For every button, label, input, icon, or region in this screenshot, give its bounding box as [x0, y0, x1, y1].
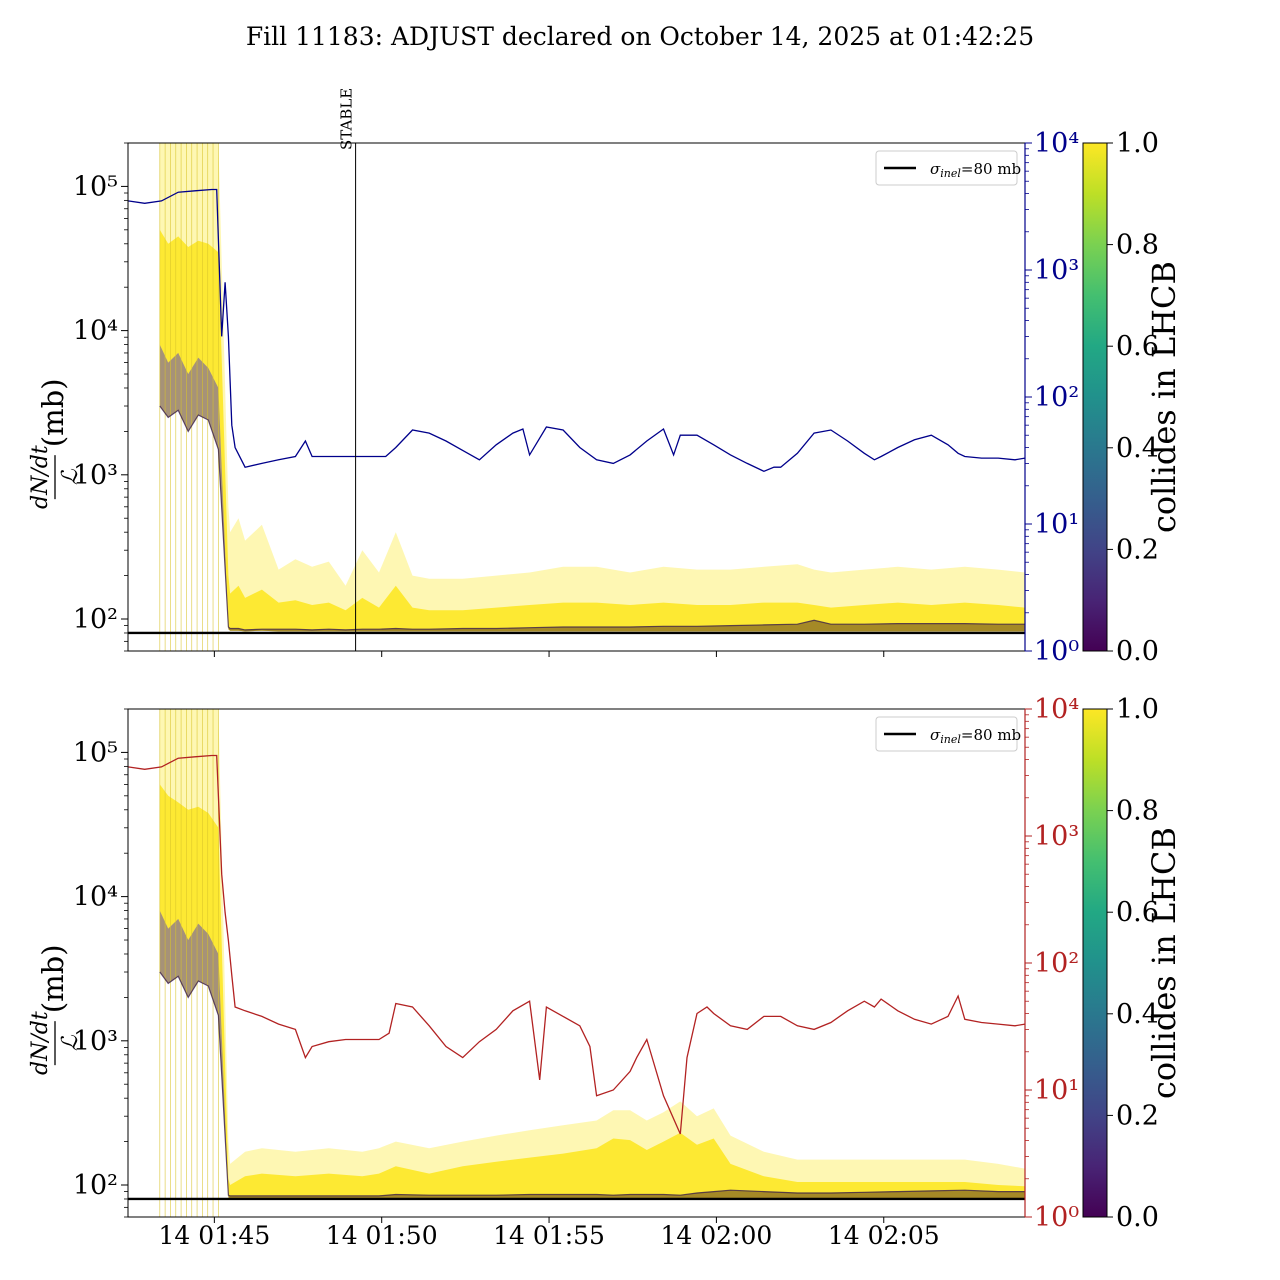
left-y-tick-label: 10³ [73, 460, 118, 491]
colorbar-tick-label: 0.2 [1116, 1100, 1159, 1131]
right-y-tick-label: 10² [1034, 382, 1079, 413]
x-tick-label: 14 01:50 [326, 1221, 438, 1250]
colorbar-tick-label: 0.4 [1116, 433, 1159, 464]
x-tick-label: 14 01:45 [158, 1221, 270, 1250]
legend: σinel=80 mb [875, 150, 1021, 186]
colorbar-tick-label: 0.8 [1116, 230, 1159, 261]
colorbar-gradient [1082, 142, 1108, 652]
legend-label: σinel=80 mb [930, 160, 1021, 180]
left-y-tick-label: 10³ [73, 1026, 118, 1057]
left-y-tick-label: 10⁴ [73, 316, 118, 347]
left-y-tick-label: 10² [73, 1170, 118, 1201]
colorbar-gradient [1082, 708, 1108, 1218]
right-axis-series-line [128, 754, 1025, 1135]
right-y-tick-label: 10⁰ [1034, 636, 1079, 667]
right-y-tick-label: 10⁴ [1034, 128, 1079, 159]
chart-title: Fill 11183: ADJUST declared on October 1… [246, 22, 1034, 51]
colorbar-tick-label: 0.0 [1116, 636, 1159, 667]
left-y-axis: 10² 10³ 10⁴ 10⁵ [73, 708, 128, 1218]
left-y-tick-label: 10² [73, 604, 118, 635]
band-outer [159, 143, 1025, 632]
y-axis-label: dN/dt ℒ (mb) [28, 378, 83, 509]
right-y-tick-label: 10³ [1034, 255, 1079, 286]
colorbar: 0.0 0.2 0.4 0.6 0.8 1.0 collides in LHCB [1082, 694, 1183, 1233]
band-streaks [159, 709, 219, 1217]
x-tick-label: 14 02:00 [660, 1221, 772, 1250]
colorbar-tick-label: 0.0 [1116, 1202, 1159, 1233]
colorbar-label: collides in LHCB [1145, 261, 1183, 533]
legend: σinel=80 mb [875, 716, 1021, 752]
colorbar-label: collides in LHCB [1145, 827, 1183, 1099]
y-axis-label-denominator: ℒ [58, 1034, 83, 1051]
stable-marker-label: STABLE [338, 88, 356, 150]
x-tick-label: 14 01:55 [493, 1221, 605, 1250]
x-axis [213, 651, 885, 657]
right-y-tick-label: 10¹ [1034, 509, 1079, 540]
right-y-axis: 10⁰ 10¹ 10² 10³ 10⁴ [1024, 128, 1079, 667]
y-axis-label-denominator: ℒ [58, 468, 83, 485]
y-axis-label-numerator: dN/dt [28, 445, 53, 509]
legend-label: σinel=80 mb [930, 726, 1021, 746]
y-axis-label: dN/dt ℒ (mb) [28, 944, 83, 1075]
y-axis-label-unit: (mb) [36, 944, 70, 1013]
left-y-tick-label: 10⁵ [73, 171, 118, 202]
colorbar-tick-label: 0.6 [1116, 897, 1159, 928]
band-dark-line [159, 971, 1025, 1197]
plot-area [128, 709, 1025, 1217]
x-tick-label: 14 02:05 [828, 1221, 940, 1250]
colorbar-tick-label: 0.6 [1116, 331, 1159, 362]
y-axis-label-numerator: dN/dt [28, 1011, 53, 1075]
left-y-tick-label: 10⁴ [73, 882, 118, 913]
colorbar: 0.0 0.2 0.4 0.6 0.8 1.0 collides in LHCB [1082, 128, 1183, 667]
top-panel: STABLE 10² 10³ 10⁴ 10⁵ 10⁰ 10¹ 10² 10³ 10⁴ dN/dt ℒ (… [28, 88, 1183, 667]
band-dark-line [159, 405, 1025, 631]
left-y-tick-label: 10⁵ [73, 737, 118, 768]
y-axis-label-unit: (mb) [36, 378, 70, 447]
colorbar-tick-label: 0.2 [1116, 534, 1159, 565]
right-y-tick-label: 10² [1034, 948, 1079, 979]
band-outer [159, 709, 1025, 1199]
colorbar-tick-label: 1.0 [1116, 694, 1159, 725]
colorbar-tick-label: 1.0 [1116, 128, 1159, 159]
right-y-axis: 10⁰ 10¹ 10² 10³ 10⁴ [1024, 694, 1079, 1233]
legend-box [875, 716, 1018, 752]
right-axis-series-line [128, 188, 1025, 473]
legend-box [875, 150, 1018, 186]
right-y-tick-label: 10⁴ [1034, 694, 1079, 725]
left-y-axis: 10² 10³ 10⁴ 10⁵ [73, 142, 128, 652]
right-y-tick-label: 10³ [1034, 821, 1079, 852]
colorbar-tick-label: 0.8 [1116, 796, 1159, 827]
colorbar-tick-label: 0.4 [1116, 999, 1159, 1030]
x-axis: 14 01:45 14 01:50 14 01:55 14 02:00 14 02:05 [158, 1217, 940, 1250]
plot-area [128, 143, 1025, 651]
right-y-tick-label: 10¹ [1034, 1075, 1079, 1106]
right-y-tick-label: 10⁰ [1034, 1202, 1079, 1233]
